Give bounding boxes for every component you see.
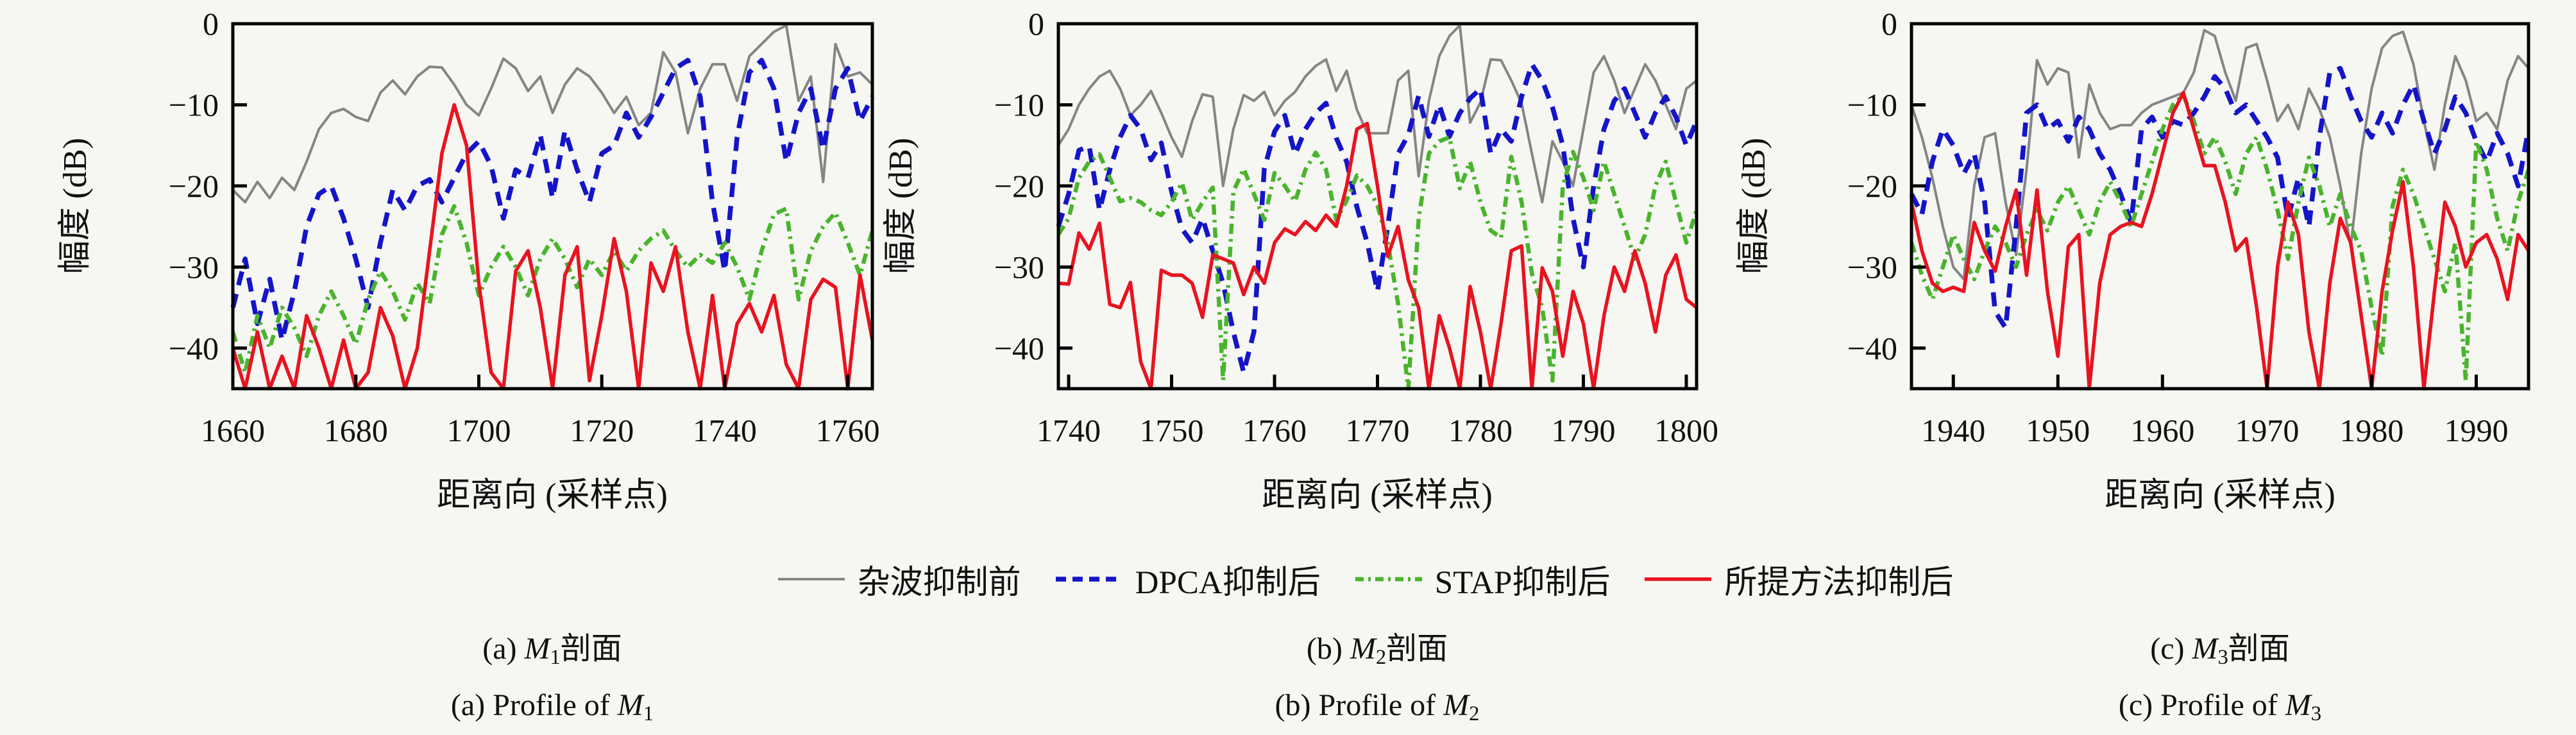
y-axis-label-chart-c: 幅度 (dB) — [1736, 137, 1772, 275]
series-line-0 — [1057, 24, 1698, 204]
y-tick-label: −40 — [169, 330, 219, 366]
legend-line-gray — [777, 578, 845, 580]
legend-label: 所提方法抑制后 — [1724, 565, 1954, 601]
x-tick-label: 1720 — [570, 412, 634, 448]
legend-line-red — [1645, 577, 1712, 581]
x-tick-label: 1800 — [1654, 412, 1718, 448]
series-group — [231, 24, 874, 391]
legend-item-stap: STAP抑制后 — [1354, 555, 1611, 603]
caption-cn-chart-b: (b) M2剖面 — [1306, 632, 1448, 670]
x-tick-label: 1760 — [816, 412, 880, 448]
y-tick-label: −40 — [994, 330, 1044, 366]
y-tick-label: −20 — [169, 168, 219, 204]
series-group — [1056, 24, 1699, 391]
chart-a: 1660 1680 1700 1720 1740 1760 0 −10 −20 −30 −40 — [169, 6, 880, 448]
legend-item-proposed: 所提方法抑制后 — [1643, 555, 1953, 603]
y-tick-label: 0 — [1028, 6, 1044, 42]
x-tick-label: 1740 — [1037, 412, 1101, 448]
axes-box — [1910, 22, 2530, 391]
legend-item-dpca: DPCA抑制后 — [1055, 555, 1321, 603]
x-tick-label: 1950 — [2026, 412, 2090, 448]
caption-cn-chart-a: (a) M1剖面 — [482, 632, 622, 670]
legend-line-green-dashdot — [1355, 577, 1422, 582]
series-line-0 — [232, 24, 874, 204]
y-tick-label: −10 — [994, 87, 1044, 122]
series-line-3 — [1910, 90, 2530, 391]
series-group — [1910, 29, 2530, 391]
y-tick-label: −10 — [1847, 87, 1897, 122]
series-line-2 — [1910, 93, 2530, 383]
x-tick-label: 1990 — [2444, 412, 2508, 448]
y-tick-label: −30 — [1847, 249, 1897, 285]
series-line-3 — [231, 103, 874, 391]
x-tick-label: 1700 — [446, 412, 511, 448]
legend-label: STAP抑制后 — [1434, 565, 1611, 601]
caption-en-chart-a: (a) Profile of M1 — [450, 688, 654, 726]
y-tick-label: −20 — [994, 168, 1044, 204]
x-tick-label: 1680 — [324, 412, 388, 448]
y-tick-label: 0 — [1881, 6, 1897, 42]
y-tick-label: 0 — [203, 6, 219, 42]
x-tick-label: 1780 — [1448, 412, 1513, 448]
x-tick-label: 1750 — [1140, 412, 1204, 448]
series-line-1 — [1910, 65, 2530, 330]
x-tick-label: 1980 — [2339, 412, 2403, 448]
x-tick-label: 1740 — [693, 412, 757, 448]
x-axis-label-chart-b: 距离向 (采样点) — [1262, 477, 1493, 514]
x-axis-label-chart-a: 距离向 (采样点) — [437, 477, 668, 514]
x-tick-label: 1660 — [201, 412, 265, 448]
axes-box — [231, 22, 874, 391]
y-tick-label: −20 — [1847, 168, 1897, 204]
series-line-2 — [1056, 135, 1699, 391]
legend-label: 杂波抑制前 — [857, 565, 1021, 601]
x-tick-label: 1940 — [1921, 412, 1985, 448]
caption-cn-chart-c: (c) M3剖面 — [2150, 632, 2290, 670]
charts-canvas: 1660 1680 1700 1720 1740 17600−10−20−30−40174… — [169, 6, 2530, 448]
legend-item-before-clutter: 杂波抑制前 — [777, 555, 1021, 603]
y-tick-label: −30 — [994, 249, 1044, 285]
x-tick-label: 1770 — [1346, 412, 1410, 448]
series-line-2 — [231, 204, 874, 375]
series-line-1 — [1056, 62, 1699, 375]
legend: 杂波抑制前 DPCA抑制后 STAP抑制后 所提方法抑制后 — [77, 557, 2576, 602]
x-axis-label-chart-c: 距离向 (采样点) — [2105, 477, 2335, 514]
chart-b: 1740 1750 1760 1770 1780 1790 1800 0 −10 −20 −30 −4… — [994, 6, 1718, 448]
y-tick-label: −40 — [1847, 330, 1897, 366]
legend-line-blue-dashed — [1055, 577, 1123, 582]
caption-en-chart-c: (c) Profile of M3 — [2118, 688, 2322, 726]
chart-c: 1940 1950 1960 1970 1980 1990 0 −10 −20 −30 −40 — [1847, 6, 2530, 448]
y-axis-label-chart-a: 幅度 (dB) — [57, 137, 94, 275]
x-tick-label: 1790 — [1551, 412, 1615, 448]
series-line-3 — [1058, 121, 1698, 391]
x-tick-label: 1970 — [2235, 412, 2299, 448]
caption-en-chart-b: (b) Profile of M2 — [1275, 688, 1480, 726]
y-tick-label: −30 — [169, 249, 219, 285]
legend-label: DPCA抑制后 — [1135, 565, 1321, 601]
x-tick-label: 1760 — [1242, 412, 1307, 448]
y-tick-label: −10 — [169, 87, 219, 122]
x-tick-label: 1960 — [2130, 412, 2194, 448]
y-axis-label-chart-b: 幅度 (dB) — [883, 137, 919, 275]
